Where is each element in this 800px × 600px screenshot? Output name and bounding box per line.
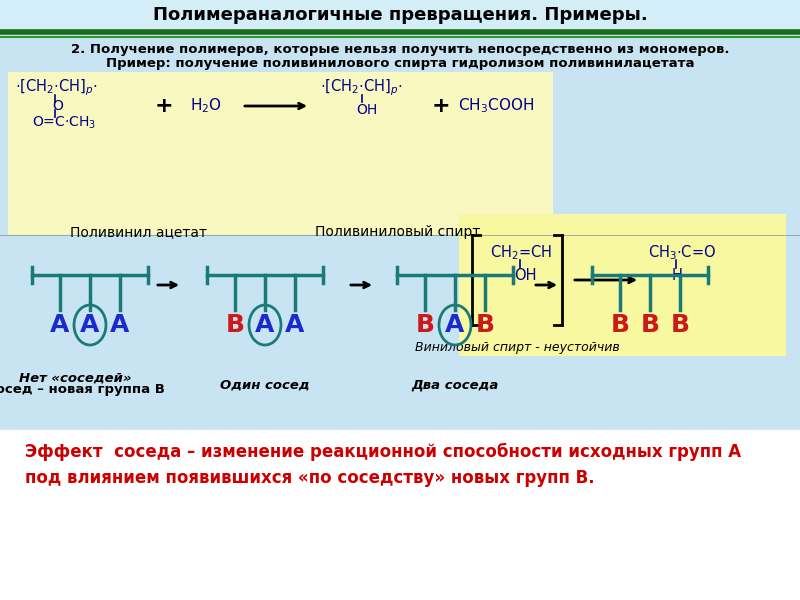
- Text: B: B: [226, 313, 245, 337]
- Text: A: A: [80, 313, 100, 337]
- Text: Нет «соседей»: Нет «соседей»: [18, 371, 131, 385]
- Bar: [8, 72, 553, 242]
- Text: H$_2$O: H$_2$O: [190, 97, 222, 115]
- Text: A: A: [110, 313, 130, 337]
- Text: O: O: [52, 99, 63, 113]
- Text: A: A: [50, 313, 70, 337]
- Text: Эффект  соседа – изменение реакционной способности исходных групп А: Эффект соседа – изменение реакционной сп…: [25, 443, 741, 461]
- Text: A: A: [255, 313, 274, 337]
- Text: H: H: [672, 268, 683, 283]
- Text: A: A: [446, 313, 465, 337]
- Text: B: B: [610, 313, 630, 337]
- Text: OH: OH: [356, 103, 378, 117]
- Text: B: B: [670, 313, 690, 337]
- Text: Полимераналогичные превращения. Примеры.: Полимераналогичные превращения. Примеры.: [153, 6, 647, 24]
- Text: +: +: [432, 96, 450, 116]
- Text: OH: OH: [514, 268, 537, 283]
- Text: CH$_2$=CH: CH$_2$=CH: [490, 244, 552, 262]
- Text: A: A: [286, 313, 305, 337]
- Text: CH$_3$$\cdot$C=O: CH$_3$$\cdot$C=O: [648, 244, 716, 262]
- Text: +: +: [155, 96, 174, 116]
- Bar: [0, 0, 800, 30]
- Text: Пример: получение поливинилового спирта гидролизом поливинилацетата: Пример: получение поливинилового спирта …: [106, 56, 694, 70]
- Text: B: B: [641, 313, 659, 337]
- Text: Виниловый спирт - неустойчив: Виниловый спирт - неустойчив: [414, 341, 619, 355]
- Text: $\cdot$[CH$_2$$\cdot$CH]$_p$$\cdot$: $\cdot$[CH$_2$$\cdot$CH]$_p$$\cdot$: [320, 78, 402, 98]
- Bar: [460, 215, 785, 355]
- Text: CH$_3$COOH: CH$_3$COOH: [458, 97, 534, 115]
- Bar: [0, 235, 800, 430]
- Text: $\cdot$[CH$_2$$\cdot$CH]$_p$$\cdot$: $\cdot$[CH$_2$$\cdot$CH]$_p$$\cdot$: [15, 78, 98, 98]
- Text: 2. Получение полимеров, которые нельзя получить непосредственно из мономеров.: 2. Получение полимеров, которые нельзя п…: [70, 43, 730, 56]
- Text: Сосед – новая группа В: Сосед – новая группа В: [0, 383, 165, 397]
- Text: Два соседа: Два соседа: [411, 379, 498, 391]
- Text: Один сосед: Один сосед: [220, 379, 310, 391]
- Text: Поливинил ацетат: Поливинил ацетат: [70, 225, 207, 239]
- Text: Поливиниловый спирт: Поливиниловый спирт: [315, 225, 480, 239]
- Bar: [0, 430, 800, 600]
- Text: O=C$\cdot$CH$_3$: O=C$\cdot$CH$_3$: [32, 115, 96, 131]
- Text: под влиянием появившихся «по соседству» новых групп В.: под влиянием появившихся «по соседству» …: [25, 469, 594, 487]
- Text: B: B: [415, 313, 434, 337]
- Text: B: B: [475, 313, 494, 337]
